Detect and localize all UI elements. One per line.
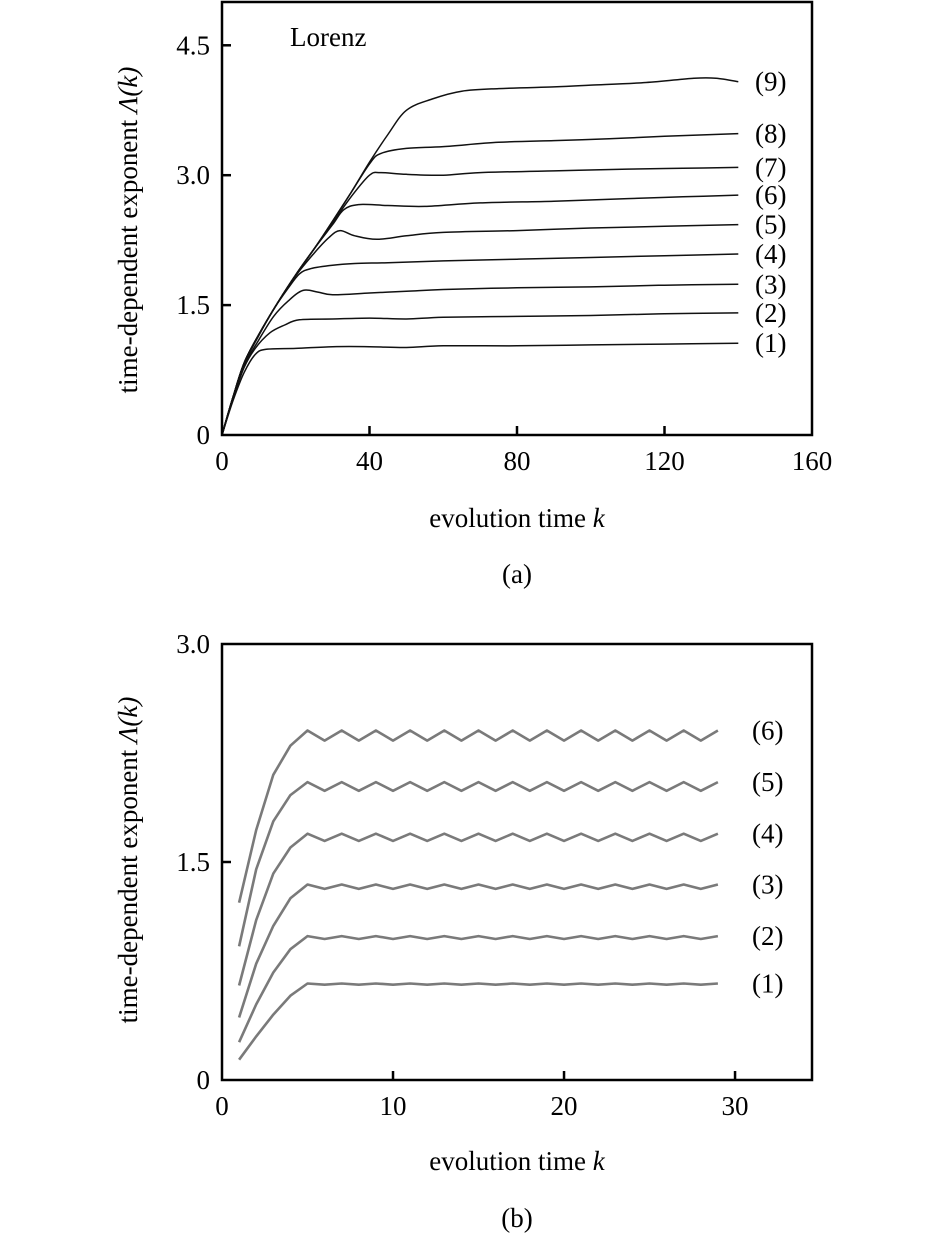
x-tick-label: 0 — [215, 446, 229, 476]
chart-a-curves — [221, 76, 739, 436]
series-label-8: (8) — [755, 119, 786, 149]
series-line-3 — [221, 283, 739, 436]
y-tick-label: 0 — [197, 1065, 211, 1095]
x-tick-label: 0 — [215, 1091, 229, 1121]
series-label-6: (6) — [752, 716, 783, 746]
series-label-1: (1) — [752, 969, 783, 999]
series-line-1 — [238, 982, 718, 1061]
series-label-1: (1) — [755, 328, 786, 358]
y-tick-label: 3.0 — [176, 629, 210, 659]
chart-b-y-axis-label: time-dependent exponent Λ(k) — [113, 697, 143, 1024]
series-label-6: (6) — [755, 180, 786, 210]
series-label-4: (4) — [755, 239, 786, 269]
x-tick-label: 20 — [551, 1091, 578, 1121]
series-label-5: (5) — [752, 767, 783, 797]
chart-panel-a: 0 40 80 120 160 0 1.5 3.0 4.5 (1) (2) (3) (4) (5) (6)… — [0, 0, 945, 600]
series-line-6 — [237, 729, 719, 903]
series-label-4: (4) — [752, 819, 783, 849]
series-line-7 — [221, 166, 739, 436]
chart-a-caption: (a) — [502, 559, 532, 589]
chart-panel-b: 0 10 20 30 0 1.5 3.0 (1) (2) (3) (4) (5) (6) evolut… — [0, 610, 945, 1235]
chart-a-svg: 0 40 80 120 160 0 1.5 3.0 4.5 (1)(2)(3)(4)(5)(6)… — [113, 0, 832, 589]
y-tick-label: 1.5 — [176, 847, 210, 877]
series-label-3: (3) — [755, 269, 786, 299]
chart-b-ticks: 0 10 20 30 0 1.5 3.0 — [176, 629, 748, 1121]
chart-a-x-axis-label: evolution time k — [429, 503, 605, 533]
chart-a-y-axis-label: time-dependent exponent Λ(k) — [113, 67, 143, 394]
series-line-9 — [221, 76, 739, 436]
series-label-2: (2) — [755, 298, 786, 328]
chart-a-annotation: Lorenz — [290, 22, 366, 52]
series-label-7: (7) — [755, 152, 786, 182]
chart-a-ticks: 0 40 80 120 160 0 1.5 3.0 4.5 — [176, 30, 832, 476]
x-tick-label: 80 — [504, 446, 531, 476]
chart-b-x-axis-label: evolution time k — [429, 1146, 605, 1176]
y-tick-label: 4.5 — [176, 30, 210, 60]
series-line-2 — [221, 312, 739, 436]
chart-b-svg: 0 10 20 30 0 1.5 3.0 (1) (2) (3) (4) (5) (6) evolut… — [113, 629, 814, 1233]
series-label-5: (5) — [755, 210, 786, 240]
x-tick-label: 160 — [792, 446, 833, 476]
series-label-2: (2) — [752, 921, 783, 951]
series-line-2 — [237, 934, 719, 1043]
series-label-3: (3) — [752, 870, 783, 900]
chart-a-plot-frame — [220, 0, 814, 437]
chart-b-plot-frame — [220, 642, 814, 1082]
series-line-3 — [237, 883, 719, 1018]
series-line-4 — [237, 832, 719, 986]
chart-a-series-labels: (1)(2)(3)(4)(5)(6)(7)(8) (9) — [755, 67, 786, 359]
series-line-1 — [221, 342, 739, 436]
x-tick-label: 120 — [644, 446, 685, 476]
chart-b-caption: (b) — [501, 1203, 532, 1233]
series-line-5 — [237, 780, 719, 947]
x-tick-label: 30 — [722, 1091, 749, 1121]
series-line-8 — [221, 132, 739, 436]
chart-b-curves — [237, 729, 719, 1061]
series-label-9: (9) — [755, 67, 786, 97]
x-tick-label: 10 — [380, 1091, 407, 1121]
chart-b-series-labels: (1) (2) (3) (4) (5) (6) — [752, 716, 783, 999]
y-tick-label: 0 — [197, 420, 211, 450]
y-tick-label: 3.0 — [176, 160, 210, 190]
y-tick-label: 1.5 — [176, 290, 210, 320]
x-tick-label: 40 — [356, 446, 383, 476]
